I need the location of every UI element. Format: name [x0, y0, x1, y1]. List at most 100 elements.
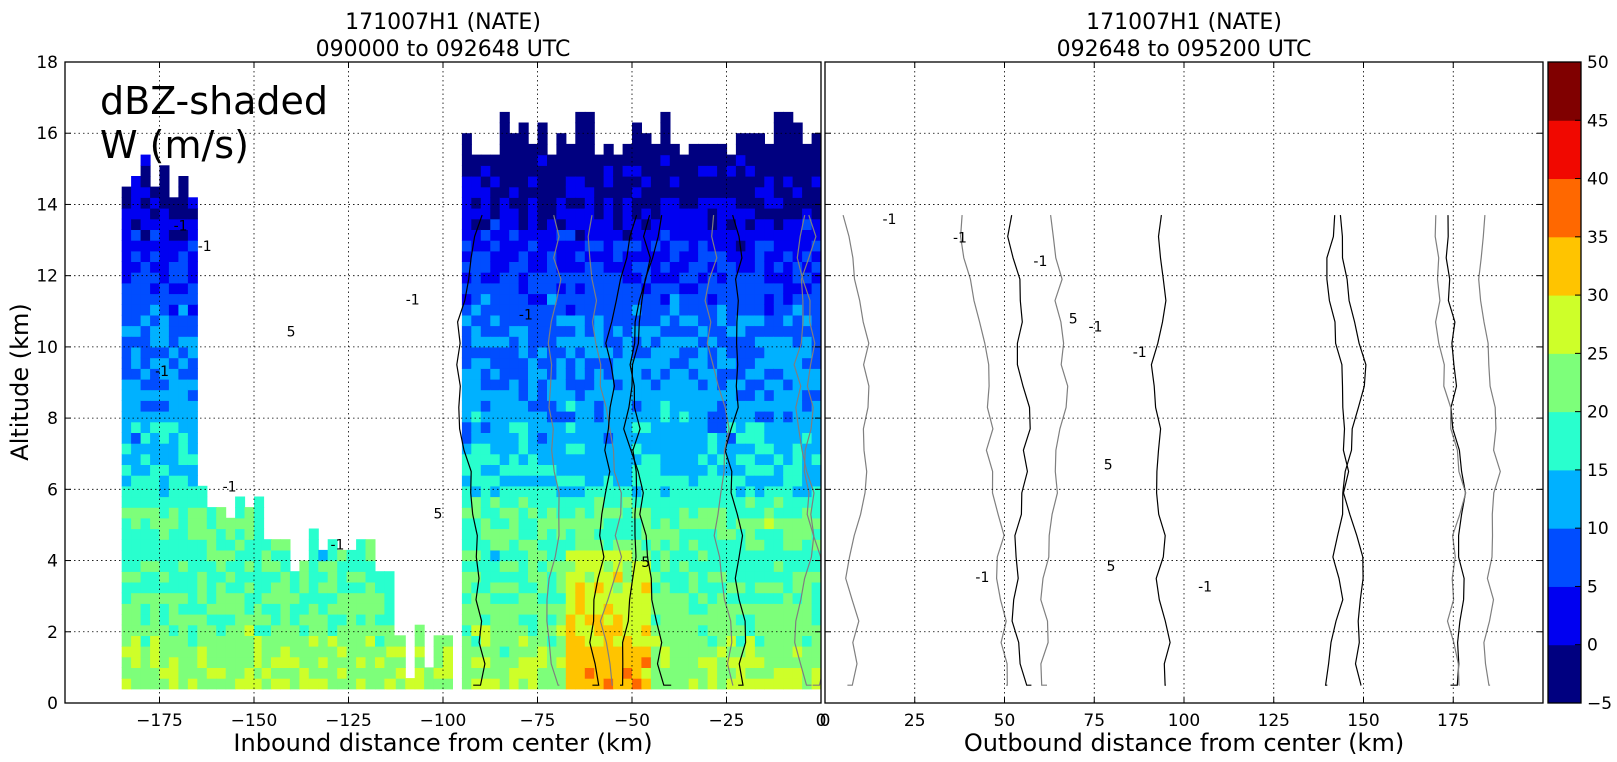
reflectivity-cell — [669, 432, 680, 444]
reflectivity-cell — [754, 614, 765, 626]
reflectivity-cell — [471, 218, 482, 230]
reflectivity-cell — [480, 528, 491, 540]
reflectivity-cell — [528, 517, 539, 530]
reflectivity-cell — [603, 624, 614, 636]
reflectivity-cell — [565, 464, 576, 476]
reflectivity-cell — [150, 624, 161, 636]
reflectivity-cell — [783, 421, 794, 433]
reflectivity-cell — [244, 581, 255, 594]
reflectivity-cell — [254, 635, 265, 647]
reflectivity-cell — [754, 400, 765, 412]
reflectivity-cell — [197, 603, 208, 615]
reflectivity-cell — [565, 346, 576, 359]
reflectivity-cell — [650, 581, 661, 594]
reflectivity-cell — [783, 635, 794, 647]
reflectivity-cell — [650, 400, 661, 412]
reflectivity-cell — [613, 186, 624, 198]
reflectivity-cell — [688, 411, 699, 423]
contour-label: -1 — [975, 570, 989, 586]
reflectivity-cell — [187, 282, 198, 295]
reflectivity-cell — [811, 186, 821, 198]
reflectivity-cell — [735, 496, 746, 508]
reflectivity-cell — [679, 357, 690, 369]
reflectivity-cell — [641, 304, 652, 316]
reflectivity-cell — [783, 368, 794, 380]
vertical-velocity-contour — [1434, 215, 1467, 686]
reflectivity-cell — [811, 635, 821, 647]
reflectivity-cell — [575, 496, 586, 508]
reflectivity-cell — [480, 485, 491, 498]
reflectivity-cell — [594, 507, 605, 519]
reflectivity-cell — [206, 539, 217, 551]
reflectivity-cell — [150, 475, 161, 487]
reflectivity-cell — [121, 507, 132, 519]
reflectivity-cell — [556, 517, 567, 530]
reflectivity-cell — [613, 154, 624, 166]
reflectivity-cell — [707, 346, 718, 359]
reflectivity-cell — [632, 592, 642, 604]
reflectivity-cell — [764, 464, 775, 476]
reflectivity-cell — [244, 614, 255, 626]
colorbar-tick-label: 10 — [1587, 519, 1609, 539]
reflectivity-cell — [613, 197, 624, 209]
reflectivity-cell — [745, 325, 756, 337]
reflectivity-cell — [726, 667, 737, 679]
reflectivity-cell — [509, 571, 520, 583]
reflectivity-cell — [613, 656, 624, 668]
reflectivity-cell — [537, 571, 548, 583]
reflectivity-cell — [547, 624, 558, 636]
reflectivity-cell — [650, 197, 661, 209]
reflectivity-cell — [414, 624, 425, 636]
reflectivity-cell — [802, 176, 813, 188]
reflectivity-cell — [490, 421, 501, 433]
reflectivity-cell — [603, 304, 614, 316]
reflectivity-cell — [461, 261, 472, 273]
reflectivity-cell — [547, 453, 558, 465]
reflectivity-cell — [490, 507, 501, 519]
reflectivity-cell — [594, 667, 605, 679]
reflectivity-cell — [622, 240, 633, 252]
reflectivity-cell — [187, 314, 198, 327]
reflectivity-cell — [622, 186, 633, 198]
reflectivity-cell — [197, 528, 208, 540]
contour-label: -1 — [331, 537, 345, 553]
reflectivity-cell — [802, 432, 813, 444]
reflectivity-cell — [745, 614, 756, 626]
reflectivity-cell — [384, 592, 395, 604]
reflectivity-cell — [254, 678, 265, 690]
reflectivity-cell — [556, 186, 567, 198]
reflectivity-cell — [206, 560, 217, 572]
reflectivity-cell — [622, 304, 633, 316]
reflectivity-cell — [745, 421, 756, 433]
reflectivity-cell — [480, 507, 491, 519]
vertical-velocity-contour — [587, 214, 623, 686]
reflectivity-cell — [632, 400, 642, 412]
reflectivity-cell — [556, 421, 567, 433]
reflectivity-cell — [584, 400, 595, 412]
reflectivity-cell — [613, 325, 624, 337]
reflectivity-cell — [764, 517, 775, 530]
reflectivity-cell — [594, 475, 605, 487]
reflectivity-cell — [641, 603, 652, 615]
reflectivity-cell — [499, 571, 510, 583]
reflectivity-cell — [499, 485, 510, 498]
reflectivity-cell — [802, 603, 813, 615]
reflectivity-cell — [537, 507, 548, 519]
reflectivity-cell — [754, 176, 765, 188]
reflectivity-cell — [471, 646, 482, 658]
reflectivity-cell — [792, 678, 803, 690]
reflectivity-cell — [792, 229, 803, 241]
reflectivity-cell — [811, 143, 821, 156]
reflectivity-cell — [764, 507, 775, 519]
reflectivity-cell — [178, 592, 189, 604]
reflectivity-cell — [528, 197, 539, 209]
reflectivity-cell — [308, 592, 319, 604]
reflectivity-cell — [121, 400, 132, 412]
reflectivity-cell — [537, 464, 548, 476]
reflectivity-cell — [688, 261, 699, 273]
reflectivity-cell — [811, 154, 821, 166]
reflectivity-cell — [717, 453, 728, 465]
reflectivity-cell — [660, 475, 671, 487]
reflectivity-cell — [575, 432, 586, 444]
